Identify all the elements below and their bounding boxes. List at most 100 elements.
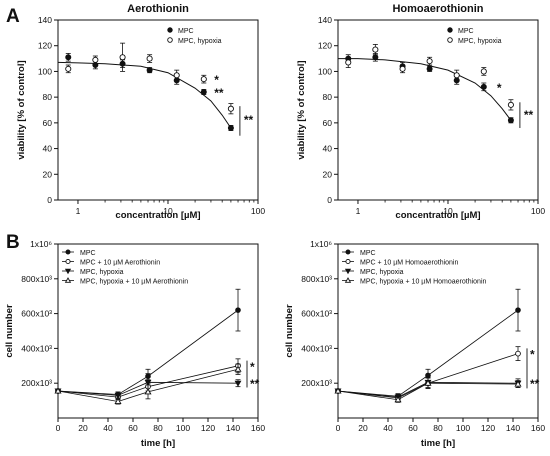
y-tick-label: 80: [323, 92, 333, 102]
legend-marker: [447, 27, 453, 33]
series-line: [57, 365, 239, 398]
legend-label: MPC: [178, 28, 194, 35]
legend-label: MPC, hypoxia: [178, 38, 222, 45]
series-line: [57, 309, 239, 395]
y-tick-label: 100: [318, 66, 332, 76]
y-tick-label: 20: [323, 169, 333, 179]
significance-marker: *: [250, 360, 255, 374]
legend-label: MPC: [458, 28, 474, 35]
data-point: [480, 68, 487, 75]
data-point: [235, 307, 241, 313]
legend-label: MPC, hypoxia: [458, 38, 502, 45]
significance-marker: *: [530, 348, 535, 362]
data-point: [227, 105, 234, 112]
series-line: [57, 368, 239, 402]
plot-frame: [337, 19, 539, 201]
x-tick-label: 140: [226, 423, 240, 433]
fit-curve: [57, 61, 232, 129]
data-point: [65, 54, 72, 61]
x-tick-label: 20: [78, 423, 88, 433]
x-tick-label: 40: [383, 423, 393, 433]
data-point: [146, 55, 153, 62]
x-tick-label: 140: [506, 423, 520, 433]
x-tick-label: 80: [433, 423, 443, 433]
y-tick-label: 60: [323, 118, 333, 128]
legend-marker: [65, 258, 71, 265]
legend-marker: [65, 249, 71, 255]
chart-cell-number-aerothionin: 200x10³ 400x10³ 600x10³ 800x10³ 1x10⁶ 0 20 40 60…: [4, 239, 265, 449]
x-tick-label: 100: [456, 423, 470, 433]
legend-label: MPC + 10 µM Aerothionin: [80, 260, 160, 267]
data-point: [372, 46, 379, 53]
legend-marker: [447, 37, 453, 43]
panel-label-a: A: [6, 6, 20, 27]
data-point: [372, 54, 379, 61]
legend-label: MPC, hypoxia + 10 µM Homoaerothionin: [360, 279, 487, 286]
y-tick-label: 40: [323, 144, 333, 154]
data-point: [114, 392, 122, 399]
x-tick-label: 40: [103, 423, 113, 433]
significance-marker: **: [530, 377, 540, 391]
y-tick-label: 140: [38, 15, 52, 25]
data-point: [234, 380, 242, 387]
legend-marker: [167, 37, 173, 43]
data-point: [144, 379, 152, 386]
y-axis-label: cell number: [284, 304, 295, 358]
chart-title: Homoaerothionin: [392, 3, 483, 15]
significance-marker: **: [250, 377, 260, 391]
data-point: [146, 67, 153, 74]
series-1: [65, 42, 234, 115]
data-point: [54, 387, 62, 394]
y-tick-label: 400x10³: [21, 343, 52, 353]
y-tick-label: 1x10⁶: [310, 239, 332, 249]
data-point: [334, 387, 342, 394]
y-tick-label: 140: [318, 15, 332, 25]
data-point: [345, 59, 352, 66]
x-tick-label: 10: [163, 206, 173, 216]
series-line: [337, 353, 519, 399]
chart-homoaerothionin: Homoaerothionin 0 20 40 60 80 100 120 140 1 10 100 c…: [296, 3, 545, 221]
y-tick-label: 400x10³: [301, 343, 332, 353]
y-tick-label: 100: [38, 66, 52, 76]
data-point: [227, 125, 234, 132]
y-tick-label: 60: [43, 118, 53, 128]
x-tick-label: 100: [176, 423, 190, 433]
series-line: [337, 381, 519, 398]
series-3: [54, 363, 242, 405]
y-tick-label: 120: [318, 41, 332, 51]
x-tick-label: 100: [531, 206, 545, 216]
y-tick-label: 40: [43, 144, 53, 154]
data-point: [394, 396, 402, 403]
fit-curve: [338, 58, 512, 121]
x-axis-label: concentration [µM]: [395, 210, 480, 221]
y-tick-label: 20: [43, 169, 53, 179]
data-point: [426, 58, 433, 65]
data-point: [200, 89, 207, 96]
data-point: [426, 65, 433, 72]
x-tick-label: 160: [251, 423, 265, 433]
y-axis-label: cell number: [4, 304, 15, 358]
x-tick-label: 120: [201, 423, 215, 433]
series-line: [57, 381, 239, 396]
data-point: [119, 54, 126, 61]
significance-marker: *: [497, 81, 502, 95]
x-axis-label: time [h]: [421, 438, 455, 449]
data-point: [234, 365, 242, 372]
legend-marker: [344, 268, 352, 275]
y-tick-label: 200x10³: [21, 378, 52, 388]
y-tick-label: 800x10³: [21, 274, 52, 284]
y-tick-label: 600x10³: [301, 309, 332, 319]
legend-label: MPC: [80, 250, 96, 257]
x-tick-label: 1: [356, 206, 361, 216]
data-point: [480, 83, 487, 90]
x-tick-label: 0: [336, 423, 341, 433]
data-point: [507, 117, 514, 124]
x-tick-label: 120: [481, 423, 495, 433]
legend-marker: [64, 268, 72, 275]
y-tick-label: 200x10³: [301, 378, 332, 388]
data-point: [507, 101, 514, 108]
x-tick-label: 160: [531, 423, 545, 433]
x-tick-label: 80: [153, 423, 163, 433]
y-tick-label: 800x10³: [301, 274, 332, 284]
